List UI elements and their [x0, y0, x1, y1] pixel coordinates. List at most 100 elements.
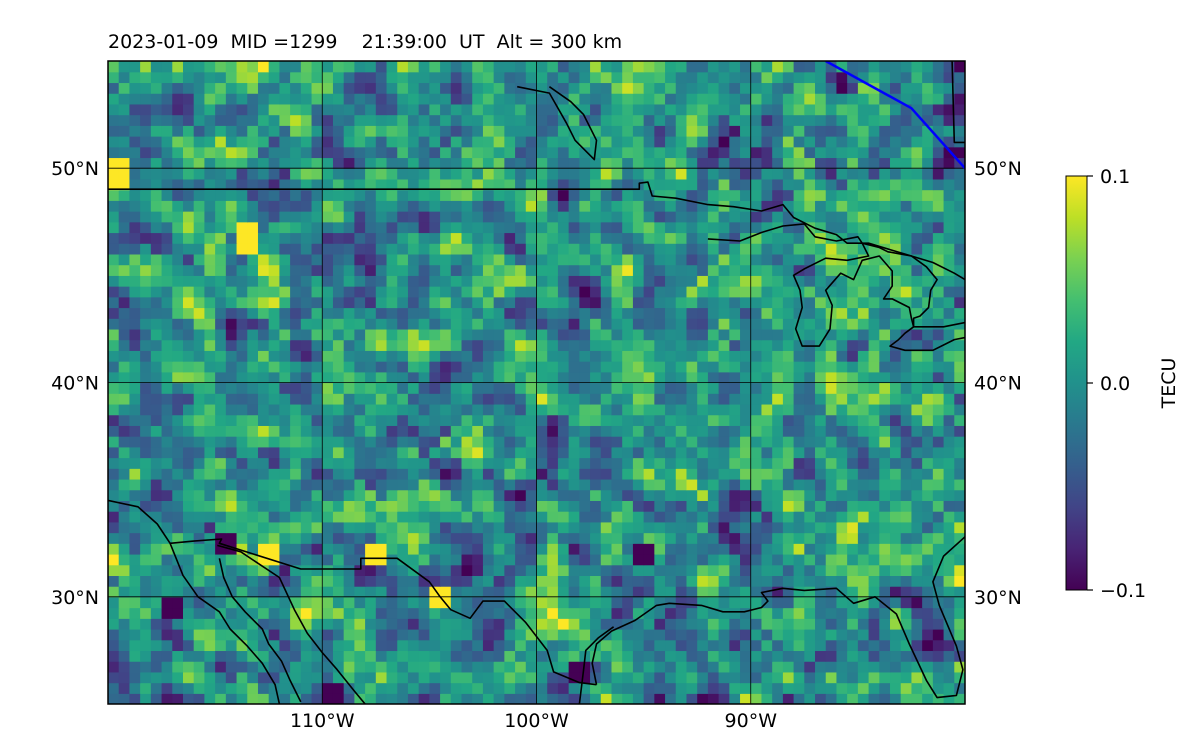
heatmap-cell	[868, 286, 880, 298]
heatmap-cell	[108, 436, 120, 448]
heatmap-cell	[922, 543, 934, 555]
heatmap-cell	[568, 532, 580, 544]
heatmap-cell	[707, 264, 720, 276]
heatmap-cell	[654, 253, 666, 266]
heatmap-cell	[665, 361, 677, 373]
heatmap-cell	[279, 371, 291, 384]
heatmap-cell	[643, 350, 655, 362]
heatmap-cell	[536, 425, 548, 437]
heatmap-cell	[461, 125, 473, 137]
heatmap-cell	[707, 425, 720, 437]
colorbar-ticks: 0.10.0−0.1	[1087, 166, 1146, 602]
heatmap-cell	[825, 243, 838, 255]
heatmap-cell	[515, 564, 527, 576]
heatmap-cell	[707, 286, 720, 298]
heatmap-cell	[804, 618, 816, 630]
heatmap-cell	[825, 157, 838, 169]
heatmap-cell	[890, 628, 902, 641]
heatmap-cell	[215, 403, 227, 416]
heatmap-cell	[643, 436, 655, 448]
heatmap-cell	[600, 114, 613, 126]
heatmap-cell	[343, 264, 355, 276]
heatmap-cell	[397, 136, 409, 148]
heatmap-cell	[686, 243, 698, 255]
heatmap-cell	[354, 318, 366, 330]
heatmap-cell	[397, 500, 409, 512]
heatmap-cell	[954, 553, 965, 566]
heatmap-cell	[836, 403, 848, 416]
heatmap-cell	[804, 339, 816, 351]
heatmap-cell	[450, 521, 463, 534]
heatmap-cell	[675, 232, 688, 244]
heatmap-cell	[525, 671, 538, 684]
heatmap-cell	[236, 328, 248, 341]
heatmap-cell	[161, 628, 173, 641]
heatmap-cell	[247, 253, 259, 266]
heatmap-cell	[461, 382, 473, 394]
heatmap-cell	[868, 157, 880, 169]
heatmap-cell	[847, 628, 859, 641]
heatmap-cell	[750, 521, 763, 534]
heatmap-cell	[247, 393, 259, 405]
heatmap-cell	[557, 157, 570, 169]
heatmap-cell	[236, 221, 248, 234]
heatmap-cell	[236, 264, 248, 276]
heatmap-cell	[665, 382, 677, 394]
heatmap-cell	[750, 136, 763, 148]
heatmap-cell	[161, 371, 173, 384]
heatmap-cell	[922, 393, 934, 405]
heatmap-cell	[322, 125, 334, 137]
heatmap-cell	[407, 650, 420, 662]
heatmap-cell	[343, 543, 355, 555]
heatmap-cell	[643, 543, 655, 555]
heatmap-cell	[740, 125, 752, 137]
heatmap-cell	[193, 425, 206, 437]
heatmap-cell	[750, 468, 763, 480]
heatmap-cell	[750, 446, 763, 459]
heatmap-cell	[922, 318, 934, 330]
heatmap-cell	[311, 457, 323, 469]
heatmap-cell	[590, 350, 602, 362]
heatmap-cell	[547, 639, 559, 652]
heatmap-cell	[675, 178, 688, 191]
heatmap-cell	[536, 468, 548, 480]
heatmap-cell	[172, 478, 184, 491]
heatmap-cell	[236, 414, 248, 426]
heatmap-cell	[332, 682, 345, 694]
heatmap-cell	[579, 318, 591, 330]
heatmap-cell	[429, 575, 441, 587]
heatmap-cell	[697, 693, 709, 704]
heatmap-cell	[108, 382, 120, 394]
heatmap-cell	[718, 607, 730, 619]
heatmap-cell	[879, 296, 891, 309]
heatmap-cell	[740, 661, 752, 673]
heatmap-cell	[440, 575, 452, 587]
heatmap-cell	[536, 628, 548, 641]
heatmap-cell	[611, 350, 623, 362]
heatmap-cell	[225, 146, 238, 159]
heatmap-cell	[236, 103, 248, 116]
heatmap-cell	[525, 446, 538, 459]
heatmap-cell	[311, 382, 323, 394]
heatmap-cell	[450, 543, 463, 555]
heatmap-cell	[525, 82, 538, 94]
heatmap-cell	[343, 661, 355, 673]
heatmap-cell	[825, 639, 838, 652]
heatmap-cell	[707, 543, 720, 555]
heatmap-cell	[322, 264, 334, 276]
heatmap-cell	[182, 350, 195, 362]
heatmap-cell	[922, 243, 934, 255]
heatmap-cell	[225, 125, 238, 137]
heatmap-cell	[247, 382, 259, 394]
heatmap-cell	[761, 168, 773, 180]
heatmap-cell	[461, 178, 473, 191]
heatmap-cell	[600, 564, 613, 576]
heatmap-cell	[140, 243, 152, 255]
heatmap-cell	[600, 82, 613, 94]
heatmap-cell	[300, 71, 313, 84]
heatmap-cell	[429, 296, 441, 309]
heatmap-cell	[868, 500, 880, 512]
heatmap-cell	[215, 296, 227, 309]
heatmap-cell	[943, 575, 955, 587]
heatmap-cell	[450, 93, 463, 105]
